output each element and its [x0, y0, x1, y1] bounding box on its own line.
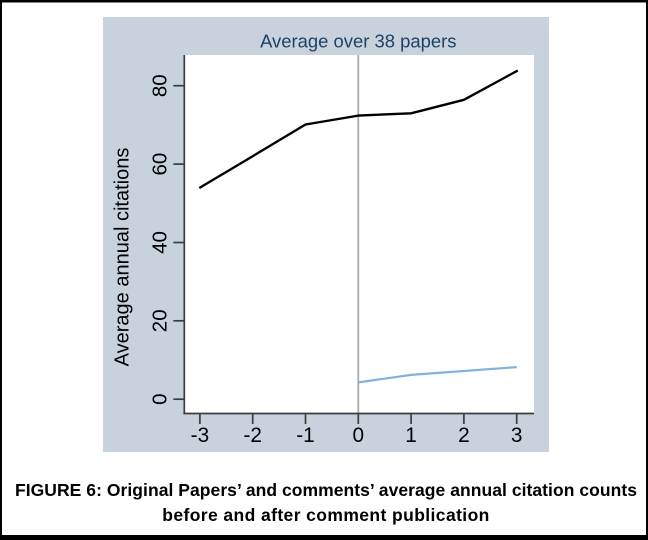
- svg-text:before and after comment publi: before and after comment publication: [162, 505, 490, 525]
- svg-text:0: 0: [353, 424, 365, 447]
- svg-text:20: 20: [149, 309, 172, 332]
- svg-text:-3: -3: [191, 424, 210, 447]
- svg-text:-1: -1: [296, 424, 315, 447]
- svg-text:FIGURE 6: Original Papers’ and: FIGURE 6: Original Papers’ and comments’…: [15, 480, 637, 500]
- svg-text:-2: -2: [243, 424, 262, 447]
- svg-text:60: 60: [149, 153, 172, 176]
- svg-text:0: 0: [149, 393, 172, 404]
- svg-text:3: 3: [511, 424, 523, 447]
- svg-text:2: 2: [458, 424, 470, 447]
- svg-text:40: 40: [149, 231, 172, 254]
- svg-text:1: 1: [405, 424, 417, 447]
- svg-text:Average over 38 papers: Average over 38 papers: [260, 31, 456, 52]
- svg-text:Average annual citations: Average annual citations: [112, 148, 134, 367]
- svg-text:80: 80: [149, 74, 172, 97]
